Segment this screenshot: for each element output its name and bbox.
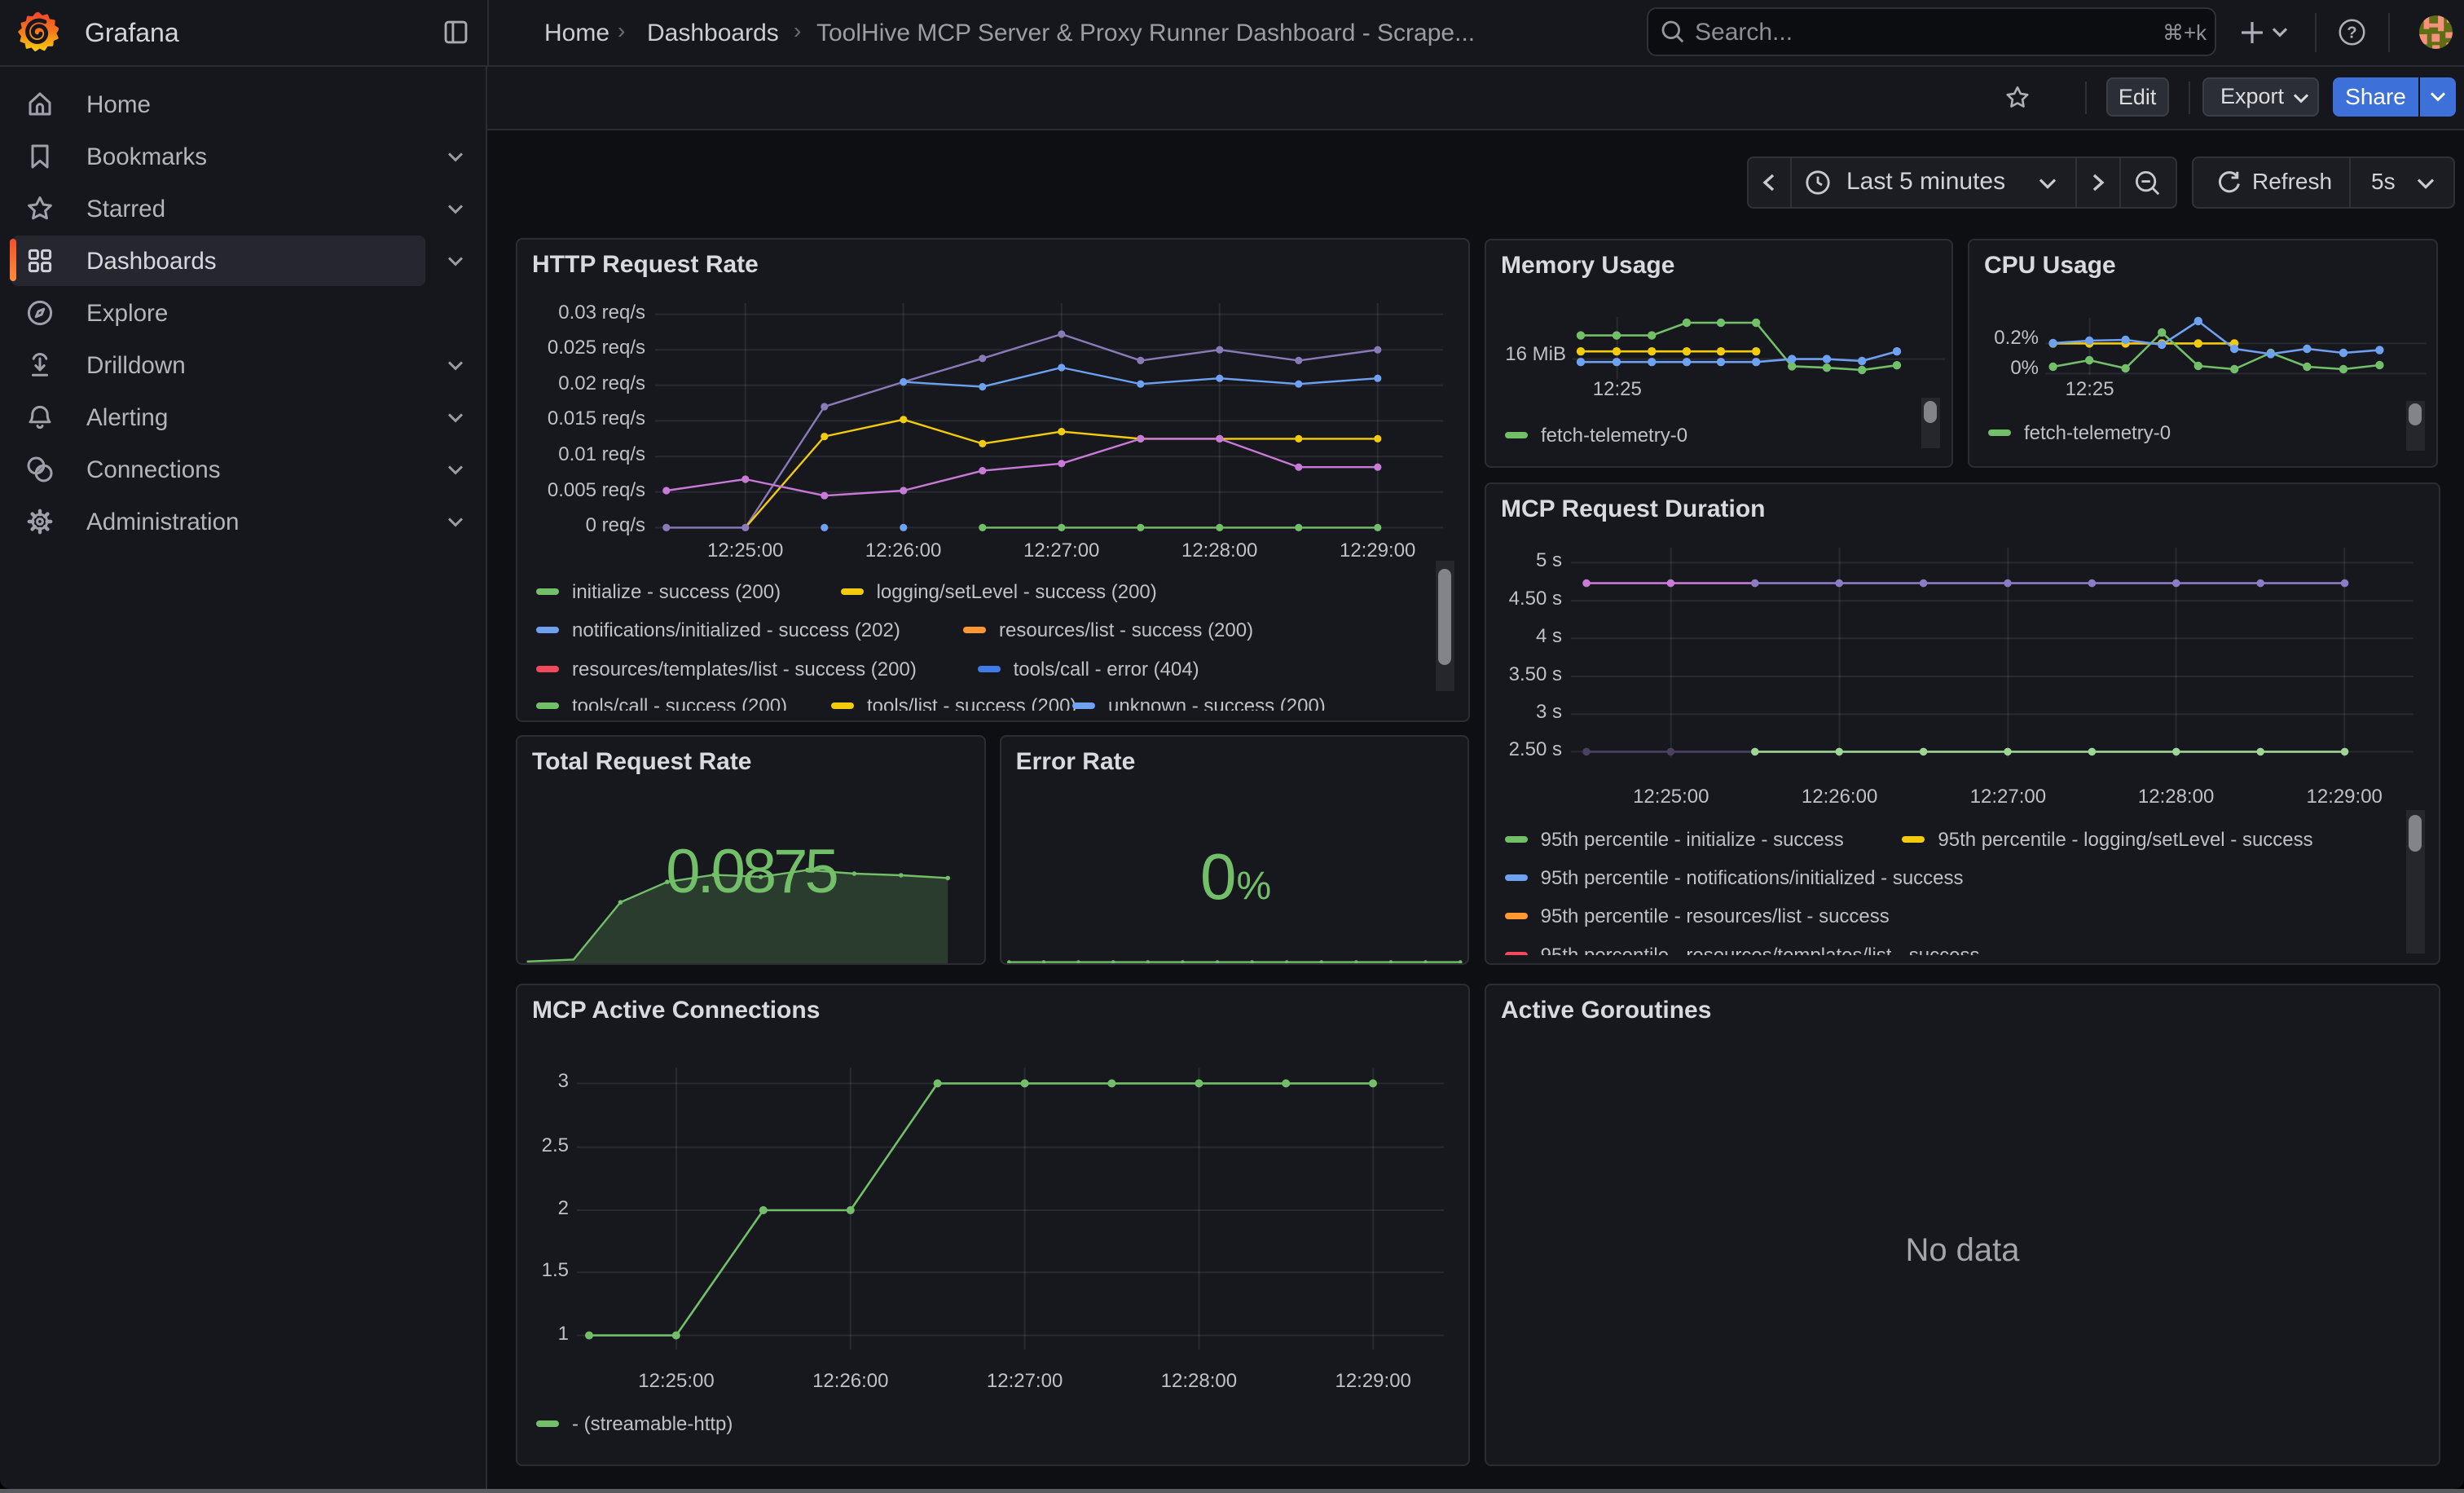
svg-text:?: ? xyxy=(2347,24,2356,42)
